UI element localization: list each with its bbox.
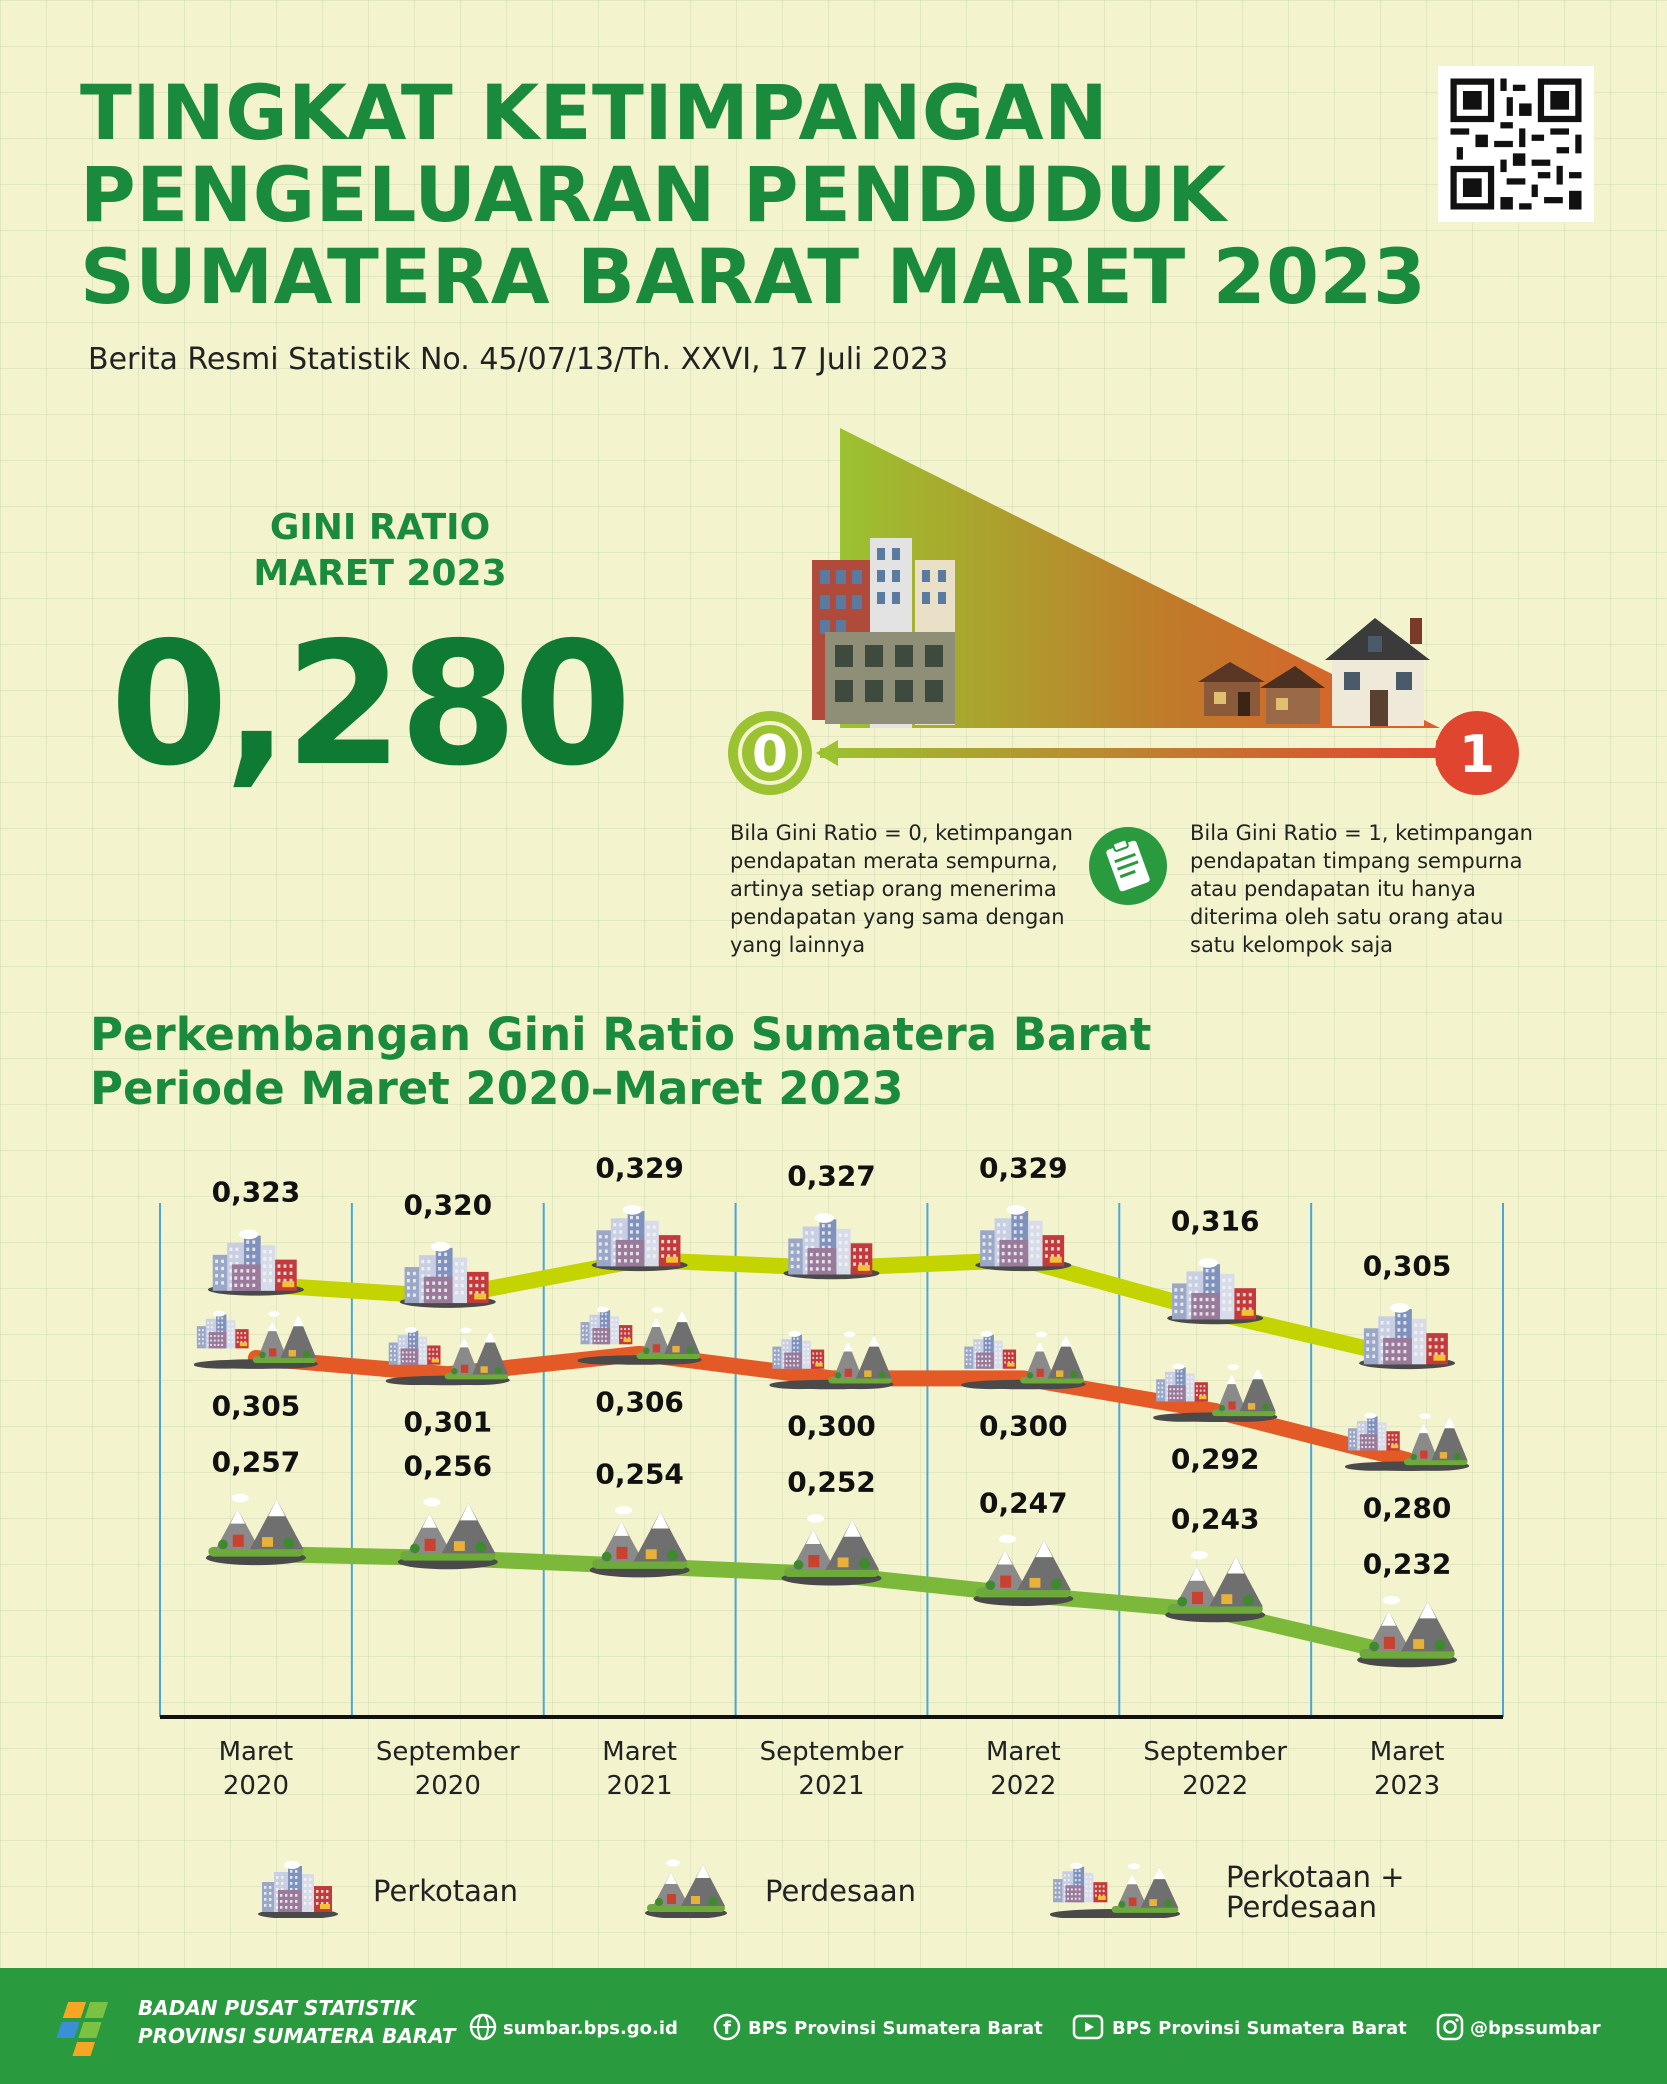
- city-buildings-icon: [812, 538, 955, 728]
- footer-instagram[interactable]: @bpssumbar: [1470, 2018, 1601, 2039]
- qr-code-icon: [1438, 66, 1594, 222]
- scale-min-label: 0: [752, 725, 788, 785]
- clipboard-icon: [1089, 827, 1167, 905]
- desc-gini-one: Bila Gini Ratio = 1, ketimpangan pendapa…: [1190, 821, 1533, 957]
- data-label-combined: 0,305: [211, 1389, 301, 1423]
- title-line-1: TINGKAT KETIMPANGAN: [80, 68, 1109, 157]
- data-label-combined: 0,301: [403, 1405, 493, 1439]
- data-label-perdesaan: 0,257: [211, 1445, 301, 1479]
- data-label-perkotaan: 0,327: [787, 1159, 876, 1193]
- legend-label-combined-line-2: Perdesaan: [1226, 1890, 1377, 1924]
- scale-one-badge: [1435, 711, 1519, 795]
- point-icon-combined: [193, 1310, 318, 1369]
- youtube-icon: [1072, 2014, 1104, 2040]
- x-tick-label: Maret 2021: [602, 1737, 677, 1801]
- x-tick-label: September 2020: [375, 1737, 520, 1801]
- point-icon-perkotaan: [1167, 1258, 1264, 1325]
- globe-icon: [469, 2013, 497, 2041]
- gini-label-line-1: GINI RATIO: [269, 507, 491, 548]
- data-label-perdesaan: 0,243: [1170, 1502, 1260, 1536]
- gini-scale-illustration: 0 1: [728, 428, 1519, 795]
- point-icon-perdesaan: [397, 1497, 498, 1570]
- data-label-combined: 0,280: [1362, 1491, 1452, 1525]
- point-icon-perdesaan: [1165, 1550, 1266, 1623]
- data-label-perdesaan: 0,254: [595, 1457, 684, 1491]
- houses-icon: [1198, 618, 1430, 726]
- scale-arrow: [820, 748, 1440, 758]
- chart-title-line-2: Periode Maret 2020–Maret 2023: [90, 1062, 904, 1115]
- gini-value: 0,280: [110, 606, 632, 804]
- legend-label-perkotaan: Perkotaan: [373, 1874, 519, 1908]
- point-icon-perkotaan: [1359, 1303, 1456, 1370]
- footer-org-line-1: BADAN PUSAT STATISTIK: [138, 1996, 417, 2020]
- point-icon-perkotaan: [975, 1205, 1072, 1272]
- x-tick-label: Maret 2020: [218, 1737, 294, 1801]
- point-icon-perkotaan: [207, 1229, 304, 1296]
- point-icon-perdesaan: [589, 1505, 690, 1578]
- x-tick-label: Maret 2023: [1369, 1737, 1445, 1801]
- data-label-combined: 0,300: [787, 1409, 876, 1443]
- point-icon-combined: [1153, 1363, 1278, 1422]
- data-label-perkotaan: 0,305: [1362, 1249, 1452, 1283]
- legend-city-icon: [258, 1861, 338, 1918]
- point-icon-perkotaan: [591, 1205, 688, 1272]
- inequality-triangle: [840, 428, 1440, 728]
- data-label-perkotaan: 0,320: [403, 1188, 493, 1222]
- data-label-perkotaan: 0,329: [979, 1151, 1068, 1185]
- data-label-perkotaan: 0,329: [595, 1151, 684, 1185]
- point-icon-combined: [961, 1331, 1086, 1390]
- legend-label-perdesaan: Perdesaan: [765, 1874, 916, 1908]
- desc-gini-zero: Bila Gini Ratio = 0, ketimpangan pendapa…: [730, 821, 1073, 957]
- gini-label: GINI RATIO MARET 2023: [190, 505, 570, 597]
- data-label-combined: 0,292: [1170, 1442, 1260, 1476]
- point-icon-perkotaan: [783, 1213, 880, 1280]
- point-icon-combined: [577, 1306, 702, 1365]
- point-icon-perdesaan: [1357, 1595, 1458, 1668]
- data-label-perdesaan: 0,232: [1362, 1547, 1452, 1581]
- footer-org-line-2: PROVINSI SUMATERA BARAT: [138, 2024, 456, 2048]
- data-label-perdesaan: 0,252: [787, 1465, 876, 1499]
- legend-label-combined: Perkotaan + Perdesaan: [1226, 1862, 1405, 1922]
- legend-mountain-village-icon: [645, 1859, 727, 1918]
- title-line-3: SUMATERA BARAT MARET 2023: [80, 232, 1427, 321]
- facebook-icon: f: [713, 2013, 741, 2041]
- point-icon-combined: [1345, 1412, 1470, 1471]
- bps-logo-icon: [56, 2002, 109, 2056]
- legend-label-combined-line-1: Perkotaan +: [1226, 1860, 1405, 1894]
- point-icon-perdesaan: [205, 1493, 306, 1566]
- data-label-combined: 0,306: [595, 1385, 684, 1419]
- instagram-icon: [1436, 2013, 1464, 2041]
- point-icon-combined: [769, 1331, 894, 1390]
- chart-title-line-1: Perkembangan Gini Ratio Sumatera Barat: [90, 1008, 1152, 1061]
- chart-title: Perkembangan Gini Ratio Sumatera Barat P…: [90, 1008, 1151, 1116]
- x-tick-label: September 2021: [759, 1737, 904, 1801]
- subtitle: Berita Resmi Statistik No. 45/07/13/Th. …: [88, 342, 949, 377]
- footer-youtube[interactable]: BPS Provinsi Sumatera Barat: [1112, 2018, 1407, 2039]
- page-title: TINGKAT KETIMPANGAN PENGELUARAN PENDUDUK…: [80, 72, 1426, 318]
- point-icon-perdesaan: [973, 1534, 1074, 1606]
- footer: BADAN PUSAT STATISTIK PROVINSI SUMATERA …: [0, 1968, 1667, 2084]
- title-line-2: PENGELUARAN PENDUDUK: [80, 150, 1227, 239]
- data-label-combined: 0,300: [979, 1409, 1068, 1443]
- scale-max-label: 1: [1459, 725, 1495, 785]
- point-icon-perkotaan: [399, 1241, 496, 1308]
- point-icon-combined: [385, 1326, 510, 1386]
- data-label-perkotaan: 0,323: [211, 1175, 301, 1209]
- point-icon-perdesaan: [781, 1514, 882, 1586]
- footer-website[interactable]: sumbar.bps.go.id: [503, 2018, 678, 2039]
- gini-label-line-2: MARET 2023: [253, 553, 507, 594]
- data-label-perdesaan: 0,247: [979, 1486, 1068, 1520]
- x-tick-label: September 2022: [1143, 1737, 1288, 1801]
- data-label-perdesaan: 0,256: [403, 1449, 493, 1483]
- data-label-perkotaan: 0,316: [1170, 1204, 1260, 1238]
- footer-facebook[interactable]: BPS Provinsi Sumatera Barat: [748, 2018, 1043, 2039]
- legend-city-mountain-icon: [1050, 1862, 1180, 1918]
- svg-text:f: f: [723, 2018, 731, 2039]
- x-tick-label: Maret 2022: [986, 1737, 1061, 1801]
